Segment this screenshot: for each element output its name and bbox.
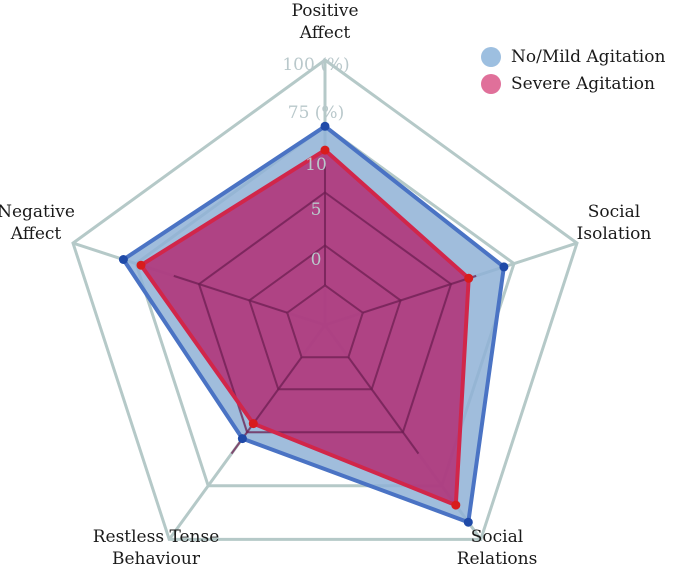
grid-spoke-inner [173, 274, 288, 314]
tick-label: 10 [305, 155, 327, 175]
radar-tick-labels: 0 5 10 75 (%) 100 (%) [282, 55, 349, 270]
tick-label: 75 (%) [288, 103, 344, 123]
legend-label: Severe Agitation [511, 74, 655, 94]
legend: No/Mild Agitation Severe Agitation [481, 47, 665, 94]
axis-label: Positive Affect [291, 1, 358, 43]
grid-ring-inner [286, 284, 364, 359]
data-point [136, 260, 146, 270]
data-point [248, 419, 258, 429]
legend-label: No/Mild Agitation [511, 47, 665, 67]
legend-swatch [481, 47, 501, 67]
data-point [320, 121, 330, 131]
data-point [118, 255, 128, 264]
grid-ring [71, 58, 579, 541]
data-point [464, 273, 474, 283]
grid-ring-inner [197, 191, 453, 434]
series-line-1 [139, 148, 471, 508]
series-line-0 [121, 124, 506, 525]
tick-label: 0 [311, 250, 322, 270]
grid-spoke-inner [347, 356, 420, 455]
data-point [463, 517, 473, 527]
data-point [451, 500, 461, 510]
series-area-1 [141, 150, 469, 506]
radar-markers [118, 121, 509, 527]
radar-series [121, 124, 506, 525]
axis-label: Social Relations [457, 527, 538, 569]
axis-label: Negative Affect [0, 202, 75, 244]
data-point [499, 262, 509, 272]
data-point [320, 145, 330, 155]
axis-label: Social Isolation [577, 202, 652, 244]
tick-label: 100 (%) [282, 55, 349, 75]
data-point [237, 434, 247, 444]
tick-label: 5 [311, 200, 322, 220]
axis-label: Restless Tense Behaviour [93, 527, 220, 569]
grid-spoke-inner [362, 274, 477, 314]
grid-ring-inner [248, 244, 402, 391]
legend-swatch [481, 74, 501, 94]
radar-axis-labels: Positive Affect Social Isolation Social Relat… [0, 1, 651, 569]
